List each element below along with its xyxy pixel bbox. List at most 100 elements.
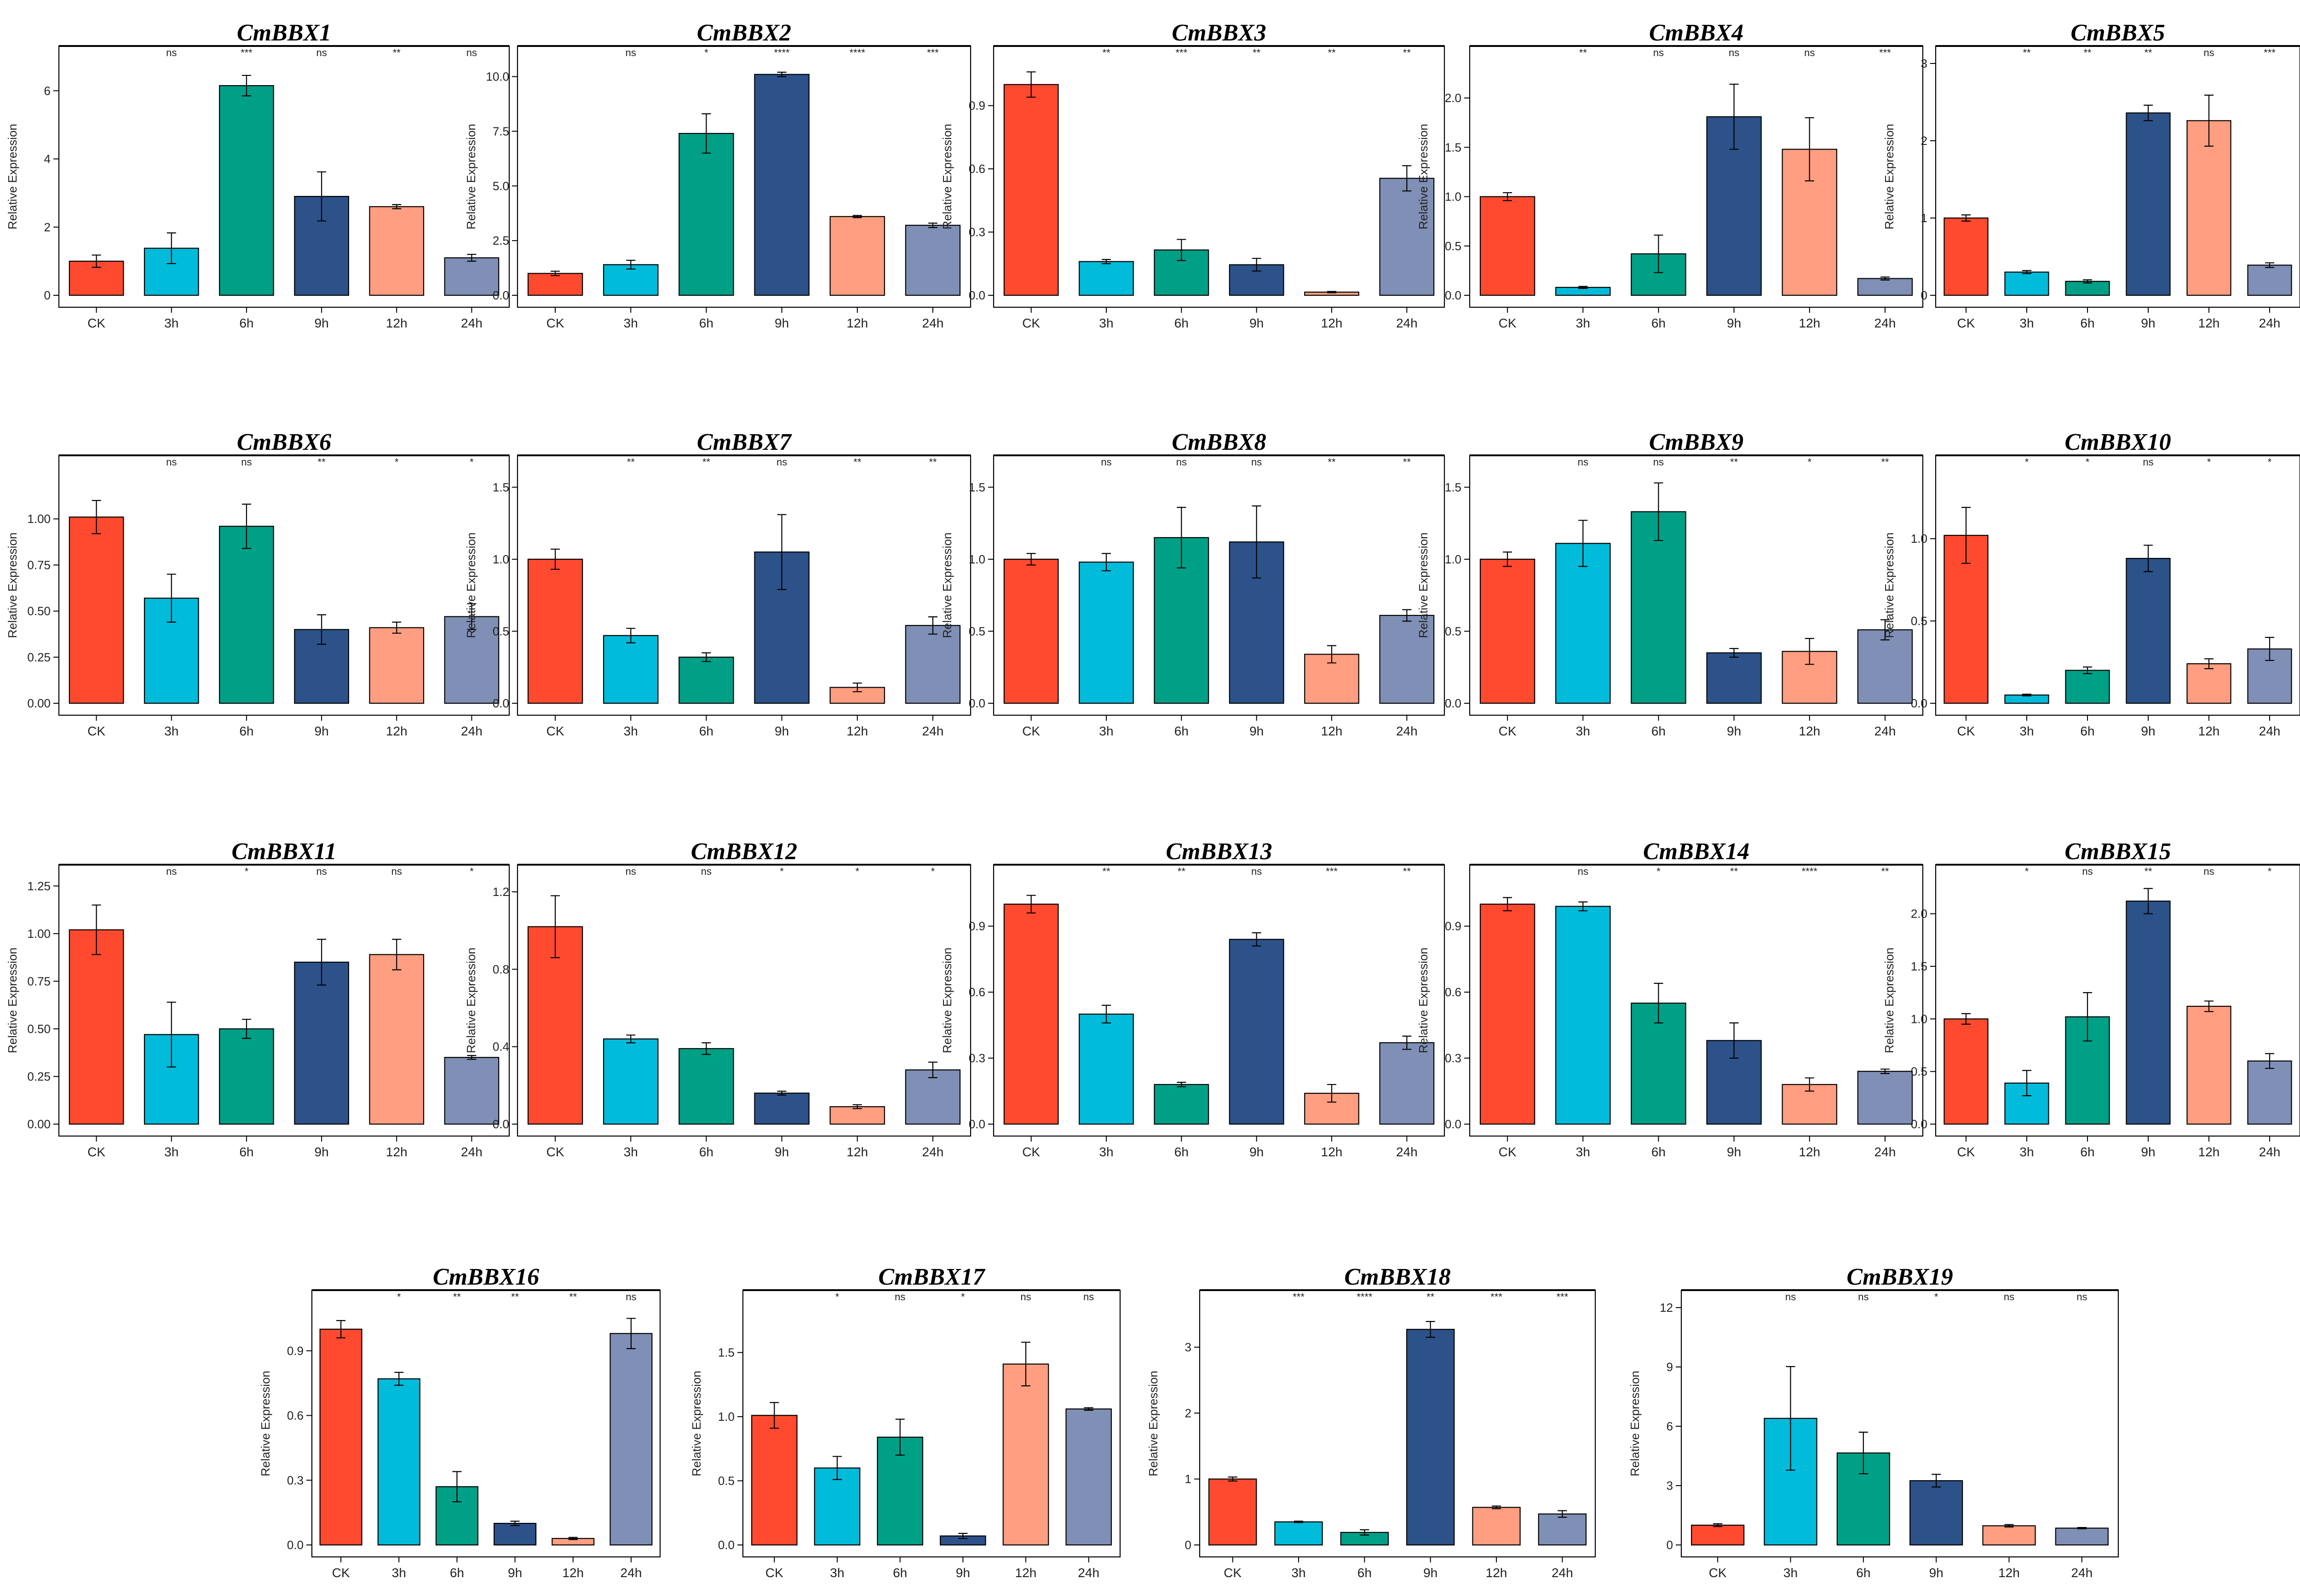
plot-frame [1680, 1289, 2119, 1558]
x-tick-label: 12h [386, 316, 408, 330]
bar-9h [1706, 652, 1762, 704]
significance-label: ns [316, 866, 327, 877]
y-tick-label: 1.0 [1911, 532, 1927, 545]
y-tick-label: 0.5 [493, 624, 509, 638]
y-axis-label: Relative Expression [1882, 947, 1896, 1053]
bar-3h [1079, 562, 1134, 704]
chart-panel-CmBBX5: CmBBX5 0 1 2 3 Relative Expression CK 3h ** 6h ** 9… [1882, 20, 2300, 330]
x-tick-label: 6h [1174, 1145, 1189, 1159]
y-axis-label: Relative Expression [1416, 947, 1430, 1053]
y-tick-label: 6 [1667, 1419, 1673, 1433]
y-tick-label: 1.5 [969, 480, 985, 494]
x-tick-label: 9h [1249, 1145, 1264, 1159]
y-axis-label: Relative Expression [1416, 533, 1430, 638]
significance-label: ns [701, 866, 712, 877]
significance-label: ns [626, 866, 636, 877]
significance-label: **** [1357, 1291, 1373, 1303]
x-tick-label: 6h [2080, 316, 2094, 330]
x-tick-label: CK [332, 1566, 350, 1580]
y-tick-label: 2 [1921, 134, 1927, 148]
significance-label: ns [1101, 456, 1111, 468]
significance-label: ns [776, 456, 787, 468]
x-tick-label: 6h [239, 724, 253, 738]
y-tick-label: 0.6 [1445, 985, 1461, 999]
x-tick-label: 24h [2259, 316, 2281, 330]
chart-title: CmBBX12 [691, 838, 797, 865]
significance-label: *** [1879, 47, 1891, 58]
significance-label: ns [466, 47, 477, 58]
x-tick-label: 24h [2259, 724, 2281, 738]
y-tick-label: 1.25 [27, 879, 51, 893]
y-tick-label: 1.00 [27, 927, 51, 941]
bar-CK [751, 1415, 798, 1546]
chart-title: CmBBX17 [878, 1264, 985, 1290]
chart-panel-CmBBX6: CmBBX6 0.00 0.25 0.50 0.75 1.00 Relative Expre… [6, 429, 510, 738]
y-tick-label: 0.00 [27, 696, 51, 710]
x-tick-label: 12h [562, 1566, 584, 1580]
significance-label: ** [511, 1291, 519, 1303]
y-tick-label: 12 [1660, 1301, 1673, 1315]
x-tick-label: 3h [1099, 724, 1113, 738]
significance-label: * [2268, 456, 2272, 468]
bar-CK [1944, 1018, 1989, 1125]
bar-3h [603, 635, 659, 704]
y-axis-label: Relative Expression [259, 1371, 272, 1476]
y-tick-label: 2.0 [1911, 907, 1927, 921]
bar-CK [69, 517, 124, 704]
bar-CK [1003, 84, 1059, 296]
significance-label: * [1807, 456, 1811, 468]
x-tick-label: 3h [1099, 316, 1113, 330]
bar-12h [1002, 1363, 1049, 1546]
y-axis-label: Relative Expression [6, 533, 19, 638]
significance-label: ** [569, 1291, 577, 1303]
x-tick-label: CK [546, 724, 564, 738]
x-tick-label: CK [1709, 1566, 1727, 1580]
chart-panel-CmBBX8: CmBBX8 0.0 0.5 1.0 1.5 Relative Expression CK 3… [940, 429, 1445, 738]
bar-24h [1379, 178, 1435, 296]
significance-label: *** [1175, 47, 1187, 58]
significance-label: ** [2083, 47, 2092, 58]
y-tick-label: 7.5 [493, 124, 509, 138]
y-tick-label: 0.75 [27, 974, 51, 988]
x-tick-label: 12h [1015, 1566, 1037, 1580]
y-tick-label: 0 [44, 288, 51, 302]
plot-frame [58, 864, 510, 1137]
significance-label: ns [166, 456, 177, 468]
x-tick-label: 24h [621, 1566, 642, 1580]
y-tick-label: 0 [1921, 288, 1927, 302]
y-tick-label: 0.00 [27, 1117, 51, 1131]
chart-panel-CmBBX2: CmBBX2 0.0 2.5 5.0 7.5 10.0 Relative Expressio… [464, 20, 972, 330]
y-tick-label: 0.0 [493, 696, 509, 710]
plot-frame [1469, 454, 1924, 716]
x-tick-label: 9h [1929, 1566, 1944, 1580]
significance-label: ** [1403, 456, 1411, 468]
bar-3h [1079, 1013, 1134, 1125]
y-tick-label: 1.5 [493, 480, 509, 494]
y-tick-label: 0.0 [969, 696, 985, 710]
plot-frame [1469, 864, 1924, 1137]
significance-label: ** [627, 456, 635, 468]
chart-title: CmBBX3 [1172, 20, 1266, 46]
significance-label: ns [1578, 456, 1588, 468]
chart-title: CmBBX1 [237, 20, 331, 46]
x-tick-label: 12h [1799, 1145, 1820, 1159]
y-tick-label: 1 [1185, 1472, 1191, 1486]
y-axis-label: Relative Expression [6, 947, 19, 1053]
significance-label: ns [1020, 1291, 1031, 1303]
y-tick-label: 1.5 [1445, 140, 1461, 154]
significance-label: * [1934, 1291, 1938, 1303]
y-tick-label: 1.0 [718, 1410, 735, 1424]
chart-panel-CmBBX19: CmBBX19 0 3 6 9 12 Relative Expression CK 3h ns 6h… [1628, 1264, 2119, 1580]
chart-title: CmBBX9 [1649, 429, 1743, 455]
y-tick-label: 0.5 [969, 624, 985, 638]
significance-label: * [855, 866, 859, 877]
x-tick-label: 6h [1174, 316, 1189, 330]
x-tick-label: 12h [1998, 1566, 2020, 1580]
bar-12h [369, 627, 425, 704]
plot-frame [993, 45, 1445, 308]
bar-24h [1379, 614, 1435, 704]
x-tick-label: CK [1499, 316, 1517, 330]
significance-label: ns [1653, 456, 1664, 468]
y-tick-label: 0.6 [969, 985, 985, 999]
x-tick-label: 24h [2259, 1145, 2281, 1159]
